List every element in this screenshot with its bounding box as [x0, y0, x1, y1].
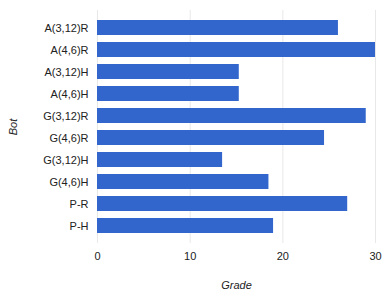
svg-text:A(3,12)R: A(3,12)R [44, 22, 88, 34]
svg-text:G(4,6)R: G(4,6)R [49, 132, 88, 144]
svg-text:Bot: Bot [7, 118, 19, 135]
svg-text:20: 20 [277, 250, 289, 262]
svg-text:G(3,12)R: G(3,12)R [43, 110, 88, 122]
svg-text:P-R: P-R [70, 198, 89, 210]
svg-text:G(3,12)H: G(3,12)H [43, 154, 88, 166]
svg-text:G(4,6)H: G(4,6)H [49, 176, 88, 188]
svg-text:10: 10 [184, 250, 196, 262]
svg-text:A(4,6)H: A(4,6)H [51, 88, 89, 100]
svg-text:A(4,6)R: A(4,6)R [51, 44, 89, 56]
svg-text:0: 0 [94, 250, 100, 262]
svg-text:Grade: Grade [221, 279, 252, 291]
svg-text:30: 30 [369, 250, 381, 262]
svg-text:P-H: P-H [70, 220, 89, 232]
svg-text:A(3,12)H: A(3,12)H [44, 66, 88, 78]
